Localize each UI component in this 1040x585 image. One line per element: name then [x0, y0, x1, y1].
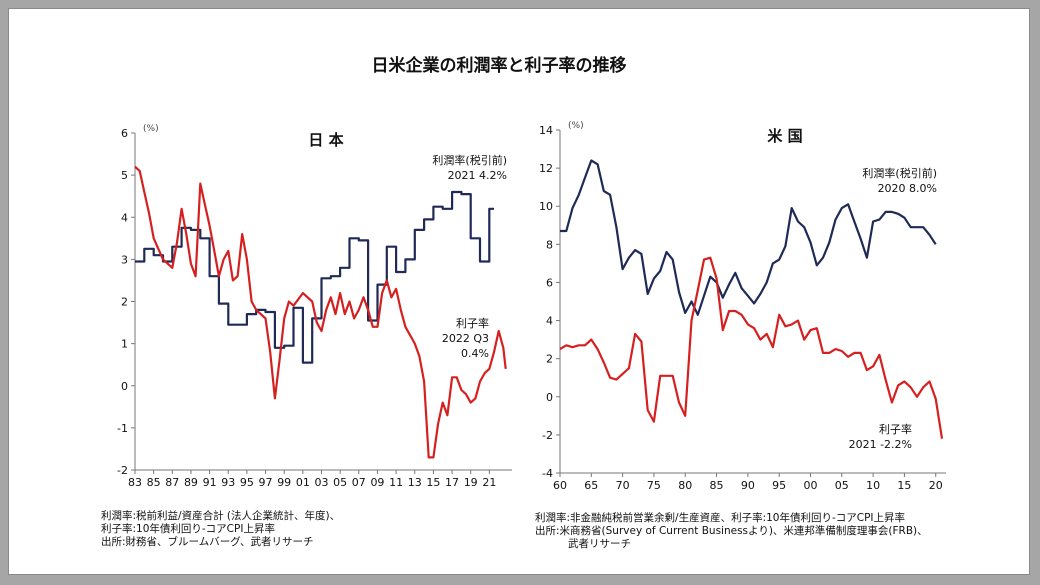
- us-series-annotation: 2021 -2.2%: [849, 438, 912, 451]
- japan-unit-label: (%): [143, 124, 159, 134]
- us-notes: 利潤率:非金融純税前営業余剰/生産資産、利子率:10年債利回り-コアCPI上昇率…: [535, 512, 928, 551]
- japan-x-tick-label: 89: [184, 476, 198, 489]
- japan-y-tick-label: 1: [121, 338, 128, 351]
- japan-notes: 利潤率:税前利益/資産合計 (法人企業統計、年度)、 利子率:10年債利回り-コ…: [101, 510, 340, 549]
- japan-y-tick-label: 5: [121, 169, 128, 182]
- us-note-line: 出所:米商務省(Survey of Current Businessより)、米連…: [535, 525, 928, 537]
- japan-series-annotation: 利潤率(税引前): [432, 153, 507, 167]
- japan-y-tick-label: 6: [121, 127, 128, 140]
- us-series-annotation: 利潤率(税引前): [862, 166, 937, 180]
- japan-x-tick-label: 97: [259, 476, 273, 489]
- japan-x-tick-label: 19: [464, 476, 478, 489]
- japan-x-tick-label: 07: [352, 476, 366, 489]
- japan-x-tick-label: 17: [445, 476, 459, 489]
- us-x-tick-label: 75: [647, 479, 661, 492]
- us-x-tick-label: 60: [553, 479, 567, 492]
- us-series-annotation: 利子率: [879, 422, 912, 436]
- us-y-tick-label: 14: [539, 124, 553, 137]
- japan-chart-title: 日 本: [308, 131, 343, 149]
- us-series-profit-rate-line: [560, 159, 937, 316]
- us-x-tick-label: 15: [897, 479, 911, 492]
- japan-series-annotation: 2022 Q3: [442, 332, 489, 345]
- japan-series-annotation: 2021 4.2%: [448, 169, 507, 182]
- us-x-tick-label: 80: [678, 479, 692, 492]
- us-x-tick-label: 00: [803, 479, 817, 492]
- page-title: 日米企業の利潤率と利子率の推移: [371, 56, 627, 76]
- japan-x-tick-label: 11: [389, 476, 403, 489]
- japan-x-tick-label: 05: [333, 476, 347, 489]
- japan-x-tick-label: 09: [370, 476, 384, 489]
- japan-note-line: 利潤率:税前利益/資産合計 (法人企業統計、年度)、: [101, 510, 341, 522]
- japan-x-tick-label: 91: [203, 476, 217, 489]
- japan-series-annotation: 0.4%: [461, 347, 489, 360]
- japan-series-profit-rate-line: [135, 190, 494, 364]
- japan-x-tick-label: 85: [147, 476, 161, 489]
- japan-x-tick-label: 99: [277, 476, 291, 489]
- us-x-tick-label: 20: [929, 479, 943, 492]
- us-y-tick-label: 4: [546, 315, 553, 328]
- us-y-tick-label: -4: [542, 467, 553, 480]
- japan-x-tick-label: 03: [315, 476, 329, 489]
- us-x-tick-label: 10: [866, 479, 880, 492]
- japan-series-interest-rate-line: [134, 165, 507, 459]
- us-y-tick-label: 2: [546, 353, 553, 366]
- slide-frame: 日米企業の利潤率と利子率の推移 日 本 (%) -2 -1 0 1 2 3 4 5 6 83 85 87 8…: [8, 8, 1030, 575]
- japan-y-tick-label: 3: [121, 253, 128, 266]
- japan-y-tick-label: -1: [117, 422, 128, 435]
- japan-y-tick-label: -2: [117, 464, 128, 477]
- japan-x-tick-label: 93: [221, 476, 235, 489]
- us-note-line: 利潤率:非金融純税前営業余剰/生産資産、利子率:10年債利回り-コアCPI上昇率: [535, 512, 906, 524]
- japan-note-line: 利子率:10年債利回り-コアCPI上昇率: [101, 523, 275, 535]
- japan-x-tick-label: 87: [165, 476, 179, 489]
- us-y-tick-label: 8: [546, 238, 553, 251]
- us-y-tick-label: 10: [539, 200, 553, 213]
- japan-x-tick-label: 83: [128, 476, 142, 489]
- us-x-tick-label: 90: [741, 479, 755, 492]
- us-series-annotation: 2020 8.0%: [878, 182, 937, 195]
- us-x-tick-label: 95: [772, 479, 786, 492]
- japan-series-annotation: 利子率: [456, 316, 489, 330]
- us-note-line: 武者リサーチ: [568, 538, 631, 550]
- japan-note-line: 出所:財務省、ブルームバーグ、武者リサーチ: [101, 536, 314, 548]
- us-chart-title: 米 国: [767, 127, 802, 145]
- us-y-tick-label: 12: [539, 162, 553, 175]
- us-x-tick-label: 05: [835, 479, 849, 492]
- us-y-tick-label: 6: [546, 276, 553, 289]
- us-x-tick-label: 65: [584, 479, 598, 492]
- japan-x-tick-label: 01: [296, 476, 310, 489]
- us-series-interest-rate-line: [559, 256, 944, 439]
- japan-x-tick-label: 15: [426, 476, 440, 489]
- japan-x-tick-label: 13: [408, 476, 422, 489]
- japan-y-tick-label: 2: [121, 296, 128, 309]
- japan-x-tick-label: 95: [240, 476, 254, 489]
- japan-y-tick-label: 4: [121, 211, 128, 224]
- japan-y-tick-label: 0: [121, 380, 128, 393]
- us-y-tick-label: -2: [542, 429, 553, 442]
- us-unit-label: (%): [568, 121, 584, 131]
- us-y-tick-label: 0: [546, 391, 553, 404]
- japan-x-tick-label: 21: [482, 476, 496, 489]
- us-x-tick-label: 85: [710, 479, 724, 492]
- us-x-tick-label: 70: [616, 479, 630, 492]
